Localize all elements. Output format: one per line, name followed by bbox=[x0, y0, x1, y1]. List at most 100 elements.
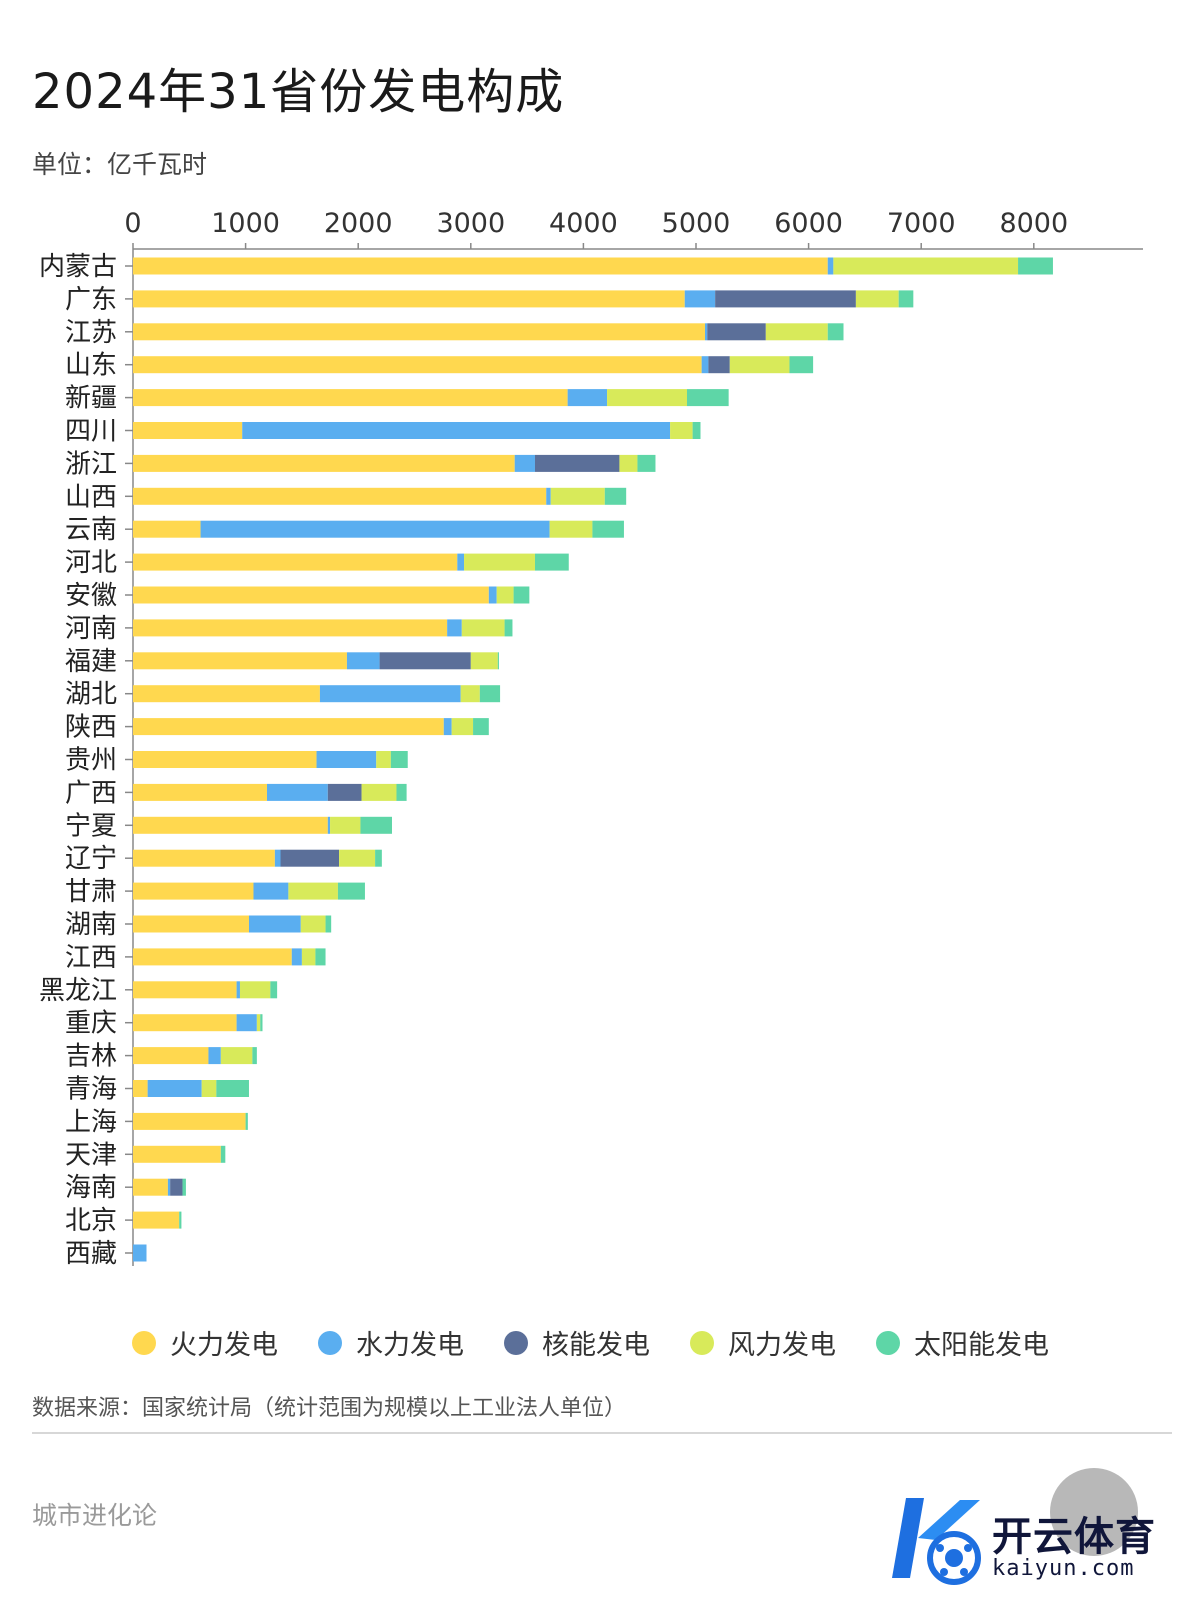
bar-segment-水力发电 bbox=[316, 751, 377, 768]
bar-segment-风力发电 bbox=[461, 619, 505, 637]
bar-segment-水力发电 bbox=[200, 520, 550, 538]
bar-segment-火力发电 bbox=[133, 685, 320, 703]
y-category-label: 广西 bbox=[65, 778, 117, 808]
bar-segment-水力发电 bbox=[242, 422, 671, 439]
bar-segment-太阳能发电 bbox=[592, 520, 624, 538]
bar-segment-水力发电 bbox=[236, 981, 240, 999]
y-category-label: 江西 bbox=[65, 943, 117, 973]
bar-segment-风力发电 bbox=[470, 652, 498, 670]
bar-segment-水力发电 bbox=[447, 619, 462, 637]
bar-segment-风力发电 bbox=[376, 751, 391, 768]
legend-item: 太阳能发电 bbox=[876, 1323, 1049, 1362]
bar-segment-太阳能发电 bbox=[504, 619, 513, 637]
legend-item: 风力发电 bbox=[690, 1323, 836, 1362]
bar-segment-太阳能发电 bbox=[270, 981, 278, 999]
y-category-label: 浙江 bbox=[65, 449, 117, 479]
x-tick-label: 6000 bbox=[774, 208, 843, 239]
y-category-label: 江苏 bbox=[65, 318, 117, 348]
y-category-label: 云南 bbox=[65, 515, 117, 545]
bar-segment-风力发电 bbox=[300, 915, 326, 933]
bar-segment-太阳能发电 bbox=[315, 948, 326, 966]
watermark: 开云体育 kaiyun.com bbox=[888, 1468, 1178, 1588]
stacked-bar-chart: 0 1000 2000 3000 4000 5000 6000 7000 8000 内蒙古广东江苏… bbox=[39, 208, 1143, 1269]
legend-swatch bbox=[876, 1330, 900, 1355]
bar-segment-火力发电 bbox=[133, 454, 515, 472]
bar-segment-风力发电 bbox=[288, 882, 338, 900]
bar-segment-风力发电 bbox=[549, 520, 593, 538]
y-category-label: 湖北 bbox=[65, 680, 117, 710]
bar-segment-水力发电 bbox=[236, 1014, 257, 1032]
y-category-label: 福建 bbox=[65, 647, 117, 677]
y-category-label: 四川 bbox=[65, 417, 117, 447]
bar-segment-太阳能发电 bbox=[216, 1080, 249, 1097]
watermark-name: 开云体育 bbox=[992, 1514, 1156, 1560]
bar-segment-太阳能发电 bbox=[179, 1211, 182, 1229]
bar-segment-太阳能发电 bbox=[360, 816, 392, 834]
x-tick-label: 3000 bbox=[436, 208, 505, 239]
bar-segment-太阳能发电 bbox=[182, 1178, 186, 1196]
y-category-label: 山西 bbox=[65, 482, 117, 512]
legend-item: 水力发电 bbox=[318, 1323, 464, 1362]
legend-swatch bbox=[318, 1330, 342, 1355]
bar-segment-太阳能发电 bbox=[1018, 257, 1053, 275]
bar-segment-风力发电 bbox=[670, 422, 693, 439]
bar-segment-太阳能发电 bbox=[375, 849, 382, 867]
bar-segment-太阳能发电 bbox=[325, 915, 332, 933]
y-category-label: 贵州 bbox=[65, 746, 117, 776]
bar-segment-核能发电 bbox=[534, 454, 620, 472]
bar-segment-风力发电 bbox=[607, 389, 687, 407]
legend-swatch bbox=[504, 1330, 528, 1355]
legend-label: 风力发电 bbox=[728, 1330, 836, 1361]
bar-segment-水力发电 bbox=[346, 652, 380, 670]
watermark-url: kaiyun.com bbox=[992, 1556, 1135, 1581]
footer-divider bbox=[32, 1432, 1172, 1434]
bar-segment-太阳能发电 bbox=[827, 323, 844, 341]
legend-label: 太阳能发电 bbox=[914, 1330, 1049, 1361]
bar-segment-太阳能发电 bbox=[479, 685, 501, 703]
bar-segment-核能发电 bbox=[170, 1178, 183, 1196]
bar-segment-太阳能发电 bbox=[637, 454, 656, 472]
bar-segment-风力发电 bbox=[619, 454, 638, 472]
bar-segment-太阳能发电 bbox=[789, 356, 814, 374]
x-tick-label: 2000 bbox=[324, 208, 393, 239]
y-category-label: 北京 bbox=[65, 1206, 117, 1236]
y-category-label: 辽宁 bbox=[65, 844, 117, 874]
bar-segment-太阳能发电 bbox=[337, 882, 365, 900]
bar-segment-水力发电 bbox=[327, 816, 331, 834]
y-category-label: 上海 bbox=[65, 1107, 117, 1137]
bar-segment-风力发电 bbox=[330, 816, 361, 834]
bar-segment-火力发电 bbox=[133, 915, 249, 933]
x-tick-label: 4000 bbox=[549, 208, 618, 239]
bar-segment-火力发电 bbox=[133, 356, 702, 374]
legend-label: 火力发电 bbox=[170, 1330, 278, 1361]
y-category-label: 甘肃 bbox=[65, 877, 117, 907]
bar-segment-核能发电 bbox=[379, 652, 471, 670]
y-category-label: 山东 bbox=[65, 351, 117, 381]
bar-segment-核能发电 bbox=[715, 290, 856, 308]
x-tick-label: 0 bbox=[124, 208, 141, 239]
bar-segment-火力发电 bbox=[133, 257, 828, 275]
bar-segment-水力发电 bbox=[208, 1047, 221, 1065]
kaiyun-logo-icon bbox=[892, 1498, 981, 1585]
chart-title: 2024年31省份发电构成 bbox=[32, 64, 565, 120]
bar-segment-核能发电 bbox=[327, 783, 362, 801]
bar-segment-火力发电 bbox=[133, 389, 568, 407]
bar-segment-火力发电 bbox=[133, 586, 489, 604]
bar-segment-风力发电 bbox=[729, 356, 790, 374]
bar-segment-太阳能发电 bbox=[497, 652, 499, 670]
bar-segment-水力发电 bbox=[248, 915, 301, 933]
bar-segment-火力发电 bbox=[133, 882, 254, 900]
bar-segment-水力发电 bbox=[684, 290, 716, 308]
bar-segment-火力发电 bbox=[133, 422, 243, 439]
legend-swatch bbox=[132, 1330, 156, 1355]
bar-segment-火力发电 bbox=[133, 652, 347, 670]
bar-segment-火力发电 bbox=[133, 981, 237, 999]
y-category-label: 西藏 bbox=[65, 1239, 117, 1269]
bar-segment-风力发电 bbox=[301, 948, 316, 966]
y-category-label: 新疆 bbox=[65, 384, 117, 414]
bar-segment-太阳能发电 bbox=[534, 553, 569, 571]
bar-segment-水力发电 bbox=[457, 553, 465, 571]
bar-segment-风力发电 bbox=[464, 553, 535, 571]
bar-segment-太阳能发电 bbox=[604, 487, 627, 505]
bar-segment-核能发电 bbox=[280, 849, 340, 867]
